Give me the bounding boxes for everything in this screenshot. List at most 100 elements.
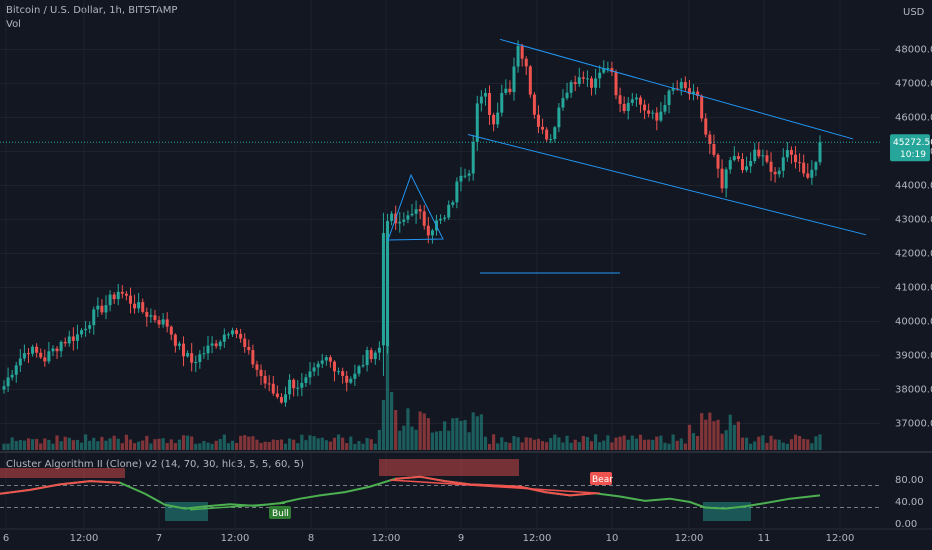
candle-body [332,361,336,372]
price-tick-label: 48000.00 [895,45,932,56]
candle-body [634,97,638,100]
indicator-legend[interactable]: Cluster Algorithm II (Clone) v2 (14, 70,… [6,459,304,470]
candle-body [814,162,818,170]
countdown-value: 10:19 [900,150,926,160]
candle-body [165,319,169,327]
candle-body [157,320,161,325]
candle-body [569,82,573,93]
candle-body [128,295,132,304]
candle-body [753,149,757,162]
volume-bar [198,443,202,450]
volume-bar [39,443,43,450]
candle-body [177,343,181,346]
volume-bar [218,439,222,450]
volume-bar [283,443,288,450]
volume-bar [638,434,643,450]
candle-body [341,371,345,376]
volume-bar [724,430,728,450]
volume-bar [814,436,818,450]
candle-body [524,58,528,67]
candle-body [712,143,716,155]
price-tick-label: 39000.00 [895,351,932,362]
volume-bar [10,437,14,450]
time-tick-label: 7 [156,533,162,544]
volume-bar [51,443,55,450]
time-tick-label: 11 [758,533,771,544]
candle-body [683,82,687,89]
candle-body [614,72,618,96]
candle-body [765,155,769,162]
candle-body [602,68,606,73]
oscillator-bear-segment [394,475,596,497]
volume-bar [504,441,508,450]
volume-bar [622,435,626,450]
candle-body [410,213,414,216]
candle-body [794,154,798,163]
candle-body [137,302,141,309]
candle-body [802,162,806,174]
volume-bar [443,421,447,450]
volume-bar [732,424,736,450]
bull-label-box [269,506,291,519]
volume-bar [377,430,381,450]
volume-bar [418,411,422,450]
candle-body [736,156,740,160]
volume-bar [43,438,47,450]
candle-body [296,387,300,389]
candle-body [210,343,214,346]
volume-bar [781,442,785,450]
candle-body [590,78,594,88]
volume-bar [524,437,528,450]
candle-body [259,369,263,376]
candle-body [381,233,385,346]
volume-bar [700,413,704,450]
volume-bar [300,434,304,450]
volume-bar [818,434,822,450]
volume-bar [557,437,561,450]
oscillator-tick-label: 80.00 [895,475,924,486]
volume-bar [402,425,406,450]
candle-body [638,97,642,105]
time-tick-label: 10 [606,533,619,544]
candle-body [561,98,565,108]
volume-bar [271,439,275,450]
candle-body [630,99,634,103]
candle-body [504,88,508,93]
volume-bar [761,435,765,450]
volume-bar [496,443,500,450]
volume-bar [153,439,157,450]
volume-bar [728,414,732,450]
volume-bar [789,439,794,450]
candle-body [806,173,810,178]
price-tick-label: 37000.00 [895,419,932,430]
candle-body [789,150,793,155]
volume-bar [161,438,165,450]
volume-bar [463,420,467,450]
candle-body [279,397,283,403]
last-price-tag [890,134,930,162]
candle-body [541,126,545,130]
price-tick-label: 43000.00 [895,215,932,226]
price-tick-label: 47000.00 [895,79,932,90]
volume-bar [279,439,284,450]
volume-legend[interactable]: Vol [6,19,21,30]
candle-body [463,175,467,177]
volume-bar [663,442,667,450]
candle-body [426,225,430,236]
candle-body [169,326,173,335]
volume-bar [214,440,218,450]
volume-bar [137,441,141,450]
candle-body [508,88,512,93]
volume-bar [210,443,214,450]
volume-bar [108,438,112,450]
symbol-legend[interactable]: Bitcoin / U.S. Dollar, 1h, BITSTAMP [6,5,178,16]
volume-bar [394,410,398,450]
volume-bar [173,443,177,450]
volume-bar [655,436,659,450]
volume-bar [47,439,51,450]
volume-bar [35,438,39,450]
candle-body [357,366,361,374]
candle-body [71,336,75,341]
volume-bar [451,418,455,450]
